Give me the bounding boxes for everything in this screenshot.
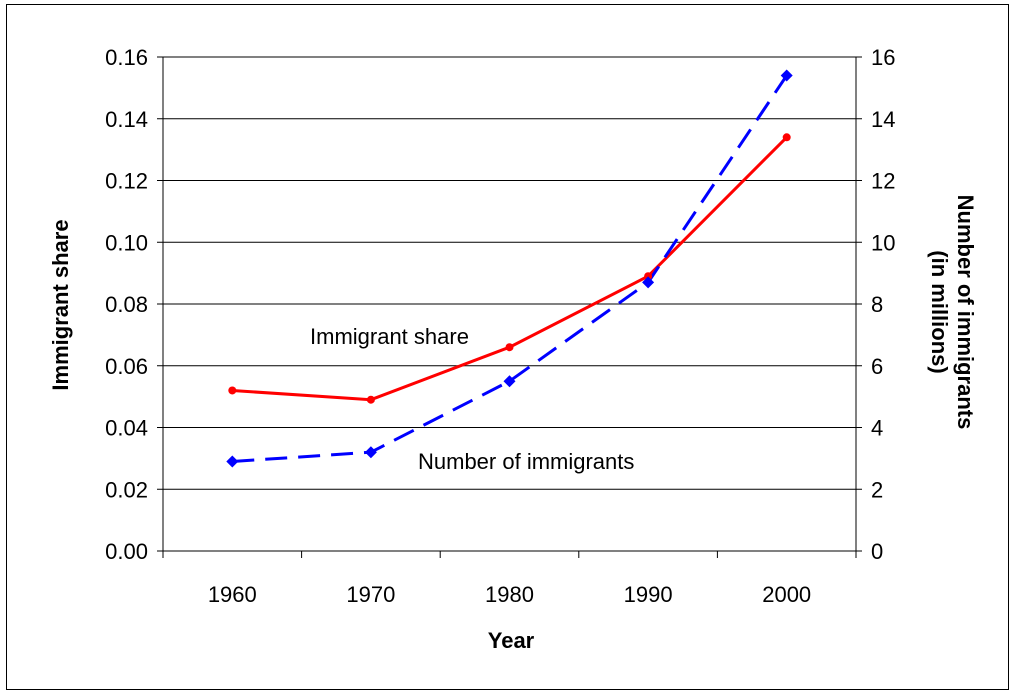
left-tick-label: 0.04 [105,416,148,441]
data-point-immigrant-share [505,343,514,352]
y-axis-title: Immigrant share [48,219,73,390]
right-tick-label: 4 [871,416,883,441]
right-axis-tick-labels: 0 2 4 6 8 10 12 14 16 [871,45,895,564]
left-tick-label: 0.02 [105,477,148,502]
right-tick-label: 14 [871,107,895,132]
right-tick-label: 12 [871,169,895,194]
data-point-immigrant-share [644,272,653,281]
left-tick-label: 0.10 [105,230,148,255]
x-tick-label: 1980 [485,582,534,607]
data-point-immigrant-share [366,395,375,404]
right-tick-label: 8 [871,292,883,317]
x-tick-label: 1990 [624,582,673,607]
left-tick-label: 0.08 [105,292,148,317]
y2-axis-title-line2: (in millions) [927,250,952,373]
data-point-number-of-immigrants [642,276,655,289]
left-tick-label: 0.12 [105,169,148,194]
right-tick-label: 0 [871,539,883,564]
right-tick-label: 2 [871,477,883,502]
left-tick-label: 0.16 [105,45,148,70]
data-point-number-of-immigrants [503,375,516,388]
left-tick-label: 0.06 [105,354,148,379]
annotation-number-of-immigrants: Number of immigrants [418,449,634,474]
x-tick-label: 1970 [346,582,395,607]
data-point-immigrant-share [782,133,791,142]
series-line-immigrant-share [232,136,788,402]
left-axis-tick-labels: 0.00 0.02 0.04 0.06 0.08 0.10 0.12 0.14 0.16 [105,45,148,564]
x-axis-title: Year [488,628,535,653]
y2-axis-title-line1: Number of immigrants [953,195,978,430]
x-tick-label: 2000 [762,582,811,607]
gridlines [163,56,856,490]
data-point-number-of-immigrants [364,446,377,459]
left-tick-label: 0.14 [105,107,148,132]
annotation-immigrant-share: Immigrant share [310,324,469,349]
series-line-number-of-immigrants [232,74,788,463]
series-lines [232,74,788,463]
right-tick-label: 10 [871,230,895,255]
axes [157,56,862,558]
data-point-number-of-immigrants [780,69,793,82]
right-tick-label: 6 [871,354,883,379]
data-point-immigrant-share [228,386,237,395]
left-tick-label: 0.00 [105,539,148,564]
series-markers [226,69,793,468]
data-point-number-of-immigrants [226,455,239,468]
right-tick-label: 16 [871,45,895,70]
x-axis-tick-labels: 1960 1970 1980 1990 2000 [208,582,811,607]
x-tick-label: 1960 [208,582,257,607]
